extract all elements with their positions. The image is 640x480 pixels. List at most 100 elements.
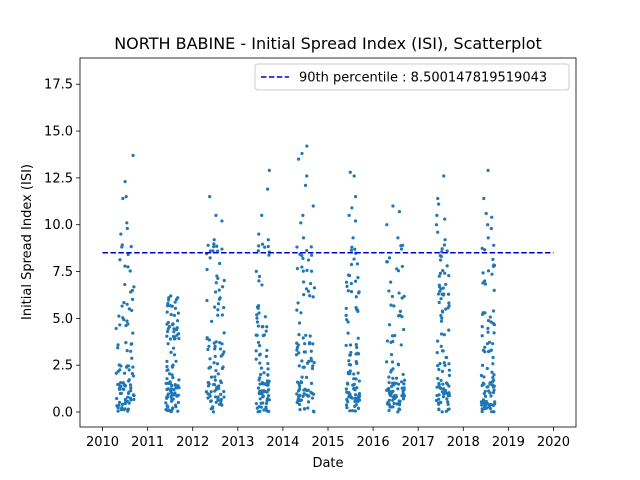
data-point (485, 385, 489, 389)
data-point (349, 248, 353, 252)
data-point (437, 202, 441, 206)
data-point (445, 249, 449, 253)
data-point (440, 247, 444, 251)
data-point (256, 386, 261, 390)
data-point (212, 361, 216, 365)
data-point (437, 274, 441, 278)
data-point (117, 400, 122, 405)
data-point (311, 409, 316, 413)
data-point (294, 353, 299, 357)
data-point (344, 306, 348, 310)
data-point (176, 319, 180, 323)
data-point (176, 409, 180, 413)
data-point (266, 187, 270, 191)
data-point (347, 362, 351, 367)
data-point (257, 279, 261, 283)
y-tick-label: 12.5 (44, 171, 73, 186)
data-point (257, 378, 261, 382)
data-point (444, 389, 448, 393)
data-point (176, 400, 180, 405)
data-point (171, 376, 175, 380)
data-point (311, 342, 315, 346)
data-point (491, 362, 495, 366)
data-point (128, 269, 132, 273)
data-point (170, 304, 174, 308)
data-point (344, 313, 348, 317)
data-point (131, 374, 135, 378)
data-point (437, 283, 441, 287)
data-point (260, 213, 264, 217)
data-point (176, 311, 181, 315)
chart-title: NORTH BABINE - Initial Spread Index (ISI… (114, 34, 542, 53)
data-point (216, 308, 220, 312)
data-point (130, 308, 134, 313)
x-tick-label: 2018 (447, 435, 480, 450)
data-point (353, 247, 357, 251)
data-point (127, 307, 131, 311)
data-point (216, 276, 220, 281)
data-point (217, 297, 221, 301)
data-point (121, 381, 125, 385)
data-point (482, 375, 486, 379)
data-point (304, 333, 308, 337)
data-point (352, 372, 356, 376)
data-point (125, 302, 129, 306)
data-point (387, 256, 392, 260)
data-point (347, 359, 351, 363)
data-point (483, 345, 487, 349)
data-point (218, 261, 222, 266)
data-point (260, 242, 265, 246)
data-point (439, 344, 443, 348)
data-point (298, 398, 303, 402)
data-point (129, 386, 133, 390)
data-point (442, 333, 446, 337)
data-point (356, 400, 360, 404)
data-point (126, 395, 130, 399)
data-point (310, 366, 315, 371)
data-point (255, 320, 260, 324)
data-point (349, 281, 353, 286)
data-point (170, 364, 175, 368)
data-point (488, 382, 492, 386)
data-point (444, 381, 449, 385)
data-point (165, 304, 170, 308)
data-point (173, 336, 177, 340)
data-point (295, 346, 299, 350)
data-point (119, 391, 123, 395)
data-point (357, 290, 361, 294)
data-point (125, 319, 129, 323)
data-point (130, 342, 134, 346)
data-point (167, 372, 172, 376)
data-point (167, 408, 171, 412)
data-point (356, 352, 361, 356)
data-point (447, 362, 451, 366)
data-point (355, 345, 359, 350)
data-point (397, 402, 401, 406)
data-point (116, 343, 120, 347)
scatter-points (114, 144, 497, 414)
data-point (399, 247, 404, 251)
data-point (387, 375, 391, 379)
data-point (216, 313, 220, 317)
data-point (492, 288, 496, 293)
data-point (480, 334, 484, 338)
data-point (353, 409, 357, 413)
data-point (208, 249, 212, 253)
data-point (266, 238, 270, 242)
data-point (261, 401, 265, 405)
legend-box (254, 63, 570, 91)
data-point (120, 304, 124, 308)
data-point (124, 341, 128, 345)
data-point (446, 407, 450, 412)
data-point (304, 375, 309, 380)
data-point (492, 378, 496, 382)
data-point (439, 313, 443, 318)
data-point (447, 391, 451, 395)
data-point (487, 389, 491, 393)
data-point (391, 395, 395, 399)
data-point (344, 280, 349, 284)
data-point (211, 405, 215, 409)
data-point (491, 375, 495, 380)
data-point (129, 389, 133, 393)
data-point (389, 405, 393, 409)
